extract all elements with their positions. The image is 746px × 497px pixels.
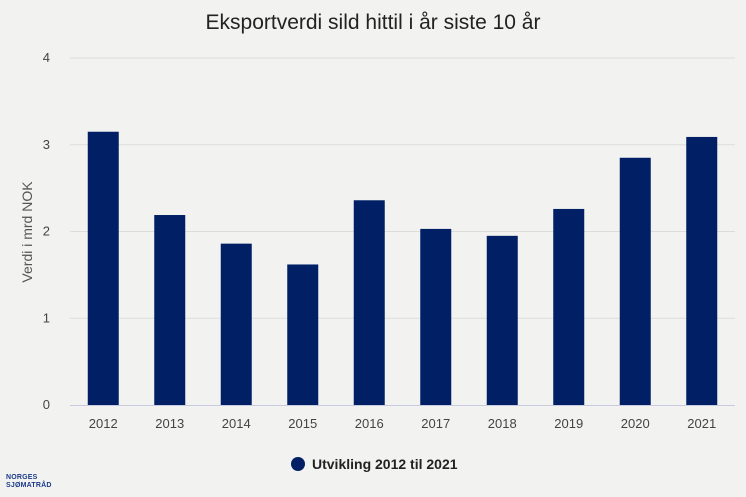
bar-2017[interactable] bbox=[420, 228, 452, 405]
logo-line2: SJØMATRÅD bbox=[6, 482, 52, 489]
logo-line1: NORGES bbox=[6, 474, 38, 481]
legend[interactable]: Utvikling 2012 til 2021 bbox=[291, 456, 458, 472]
y-tick-label: 3 bbox=[43, 137, 50, 152]
x-tick-label: 2016 bbox=[355, 416, 384, 431]
x-tick-label: 2015 bbox=[288, 416, 317, 431]
bar-2021[interactable] bbox=[686, 136, 718, 405]
chart-title: Eksportverdi sild hittil i år siste 10 å… bbox=[206, 11, 541, 34]
x-tick-label: 2019 bbox=[554, 416, 583, 431]
x-tick-label: 2017 bbox=[421, 416, 450, 431]
y-tick-label: 4 bbox=[43, 50, 50, 65]
bar-2019[interactable] bbox=[553, 208, 585, 405]
legend-marker bbox=[291, 457, 305, 471]
bar-2015[interactable] bbox=[287, 264, 319, 405]
y-axis-label: Verdi i mrd NOK bbox=[19, 181, 35, 283]
x-tick-label: 2012 bbox=[89, 416, 118, 431]
x-tick-label: 2013 bbox=[155, 416, 184, 431]
bars bbox=[87, 131, 718, 406]
legend-label: Utvikling 2012 til 2021 bbox=[312, 456, 458, 472]
x-tick-label: 2021 bbox=[687, 416, 716, 431]
y-tick-label: 1 bbox=[43, 310, 50, 325]
bar-2012[interactable] bbox=[87, 131, 119, 406]
bar-2020[interactable] bbox=[619, 157, 651, 405]
x-tick-label: 2014 bbox=[222, 416, 251, 431]
bar-2013[interactable] bbox=[154, 215, 186, 405]
norges-sjomatrad-logo: NORGES SJØMATRÅD bbox=[6, 474, 52, 490]
bar-2016[interactable] bbox=[353, 200, 385, 405]
y-axis-ticks: 0 1 2 3 4 bbox=[43, 50, 50, 412]
x-tick-label: 2018 bbox=[488, 416, 517, 431]
x-tick-label: 2020 bbox=[621, 416, 650, 431]
bar-2018[interactable] bbox=[486, 235, 518, 405]
y-tick-label: 2 bbox=[43, 224, 50, 239]
y-tick-label: 0 bbox=[43, 397, 50, 412]
x-axis-ticks: 2012 2013 2014 2015 2016 2017 2018 2019 2020 2021 bbox=[89, 416, 716, 431]
bar-2014[interactable] bbox=[220, 243, 252, 405]
